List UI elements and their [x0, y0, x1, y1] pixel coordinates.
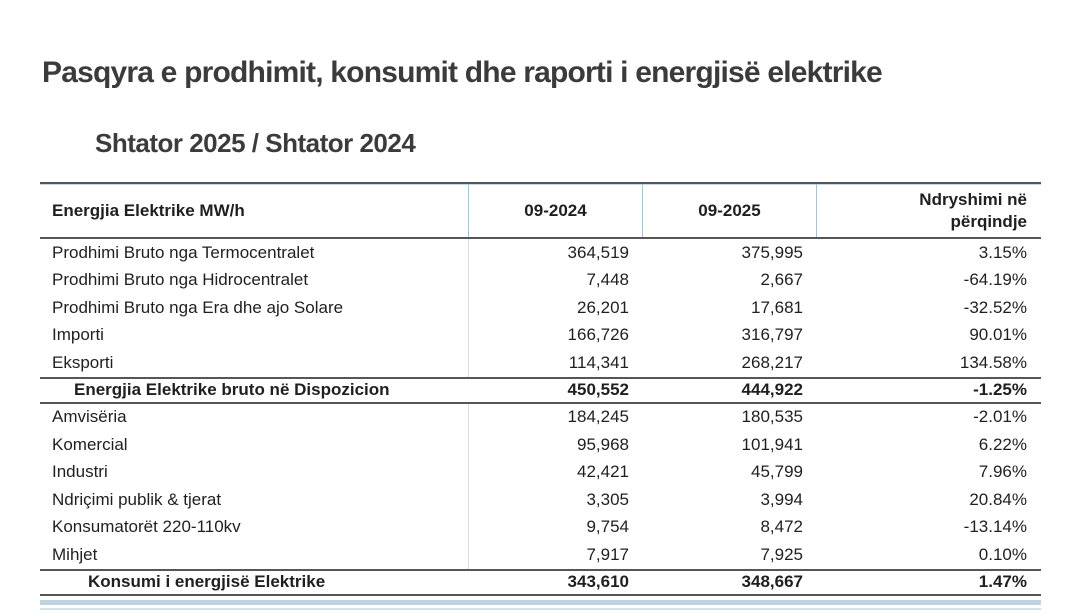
value-2025: 8,472 — [760, 517, 803, 537]
row-label: Prodhimi Bruto nga Hidrocentralet — [40, 266, 469, 294]
value-2025: 2,667 — [760, 270, 803, 290]
table-row: Prodhimi Bruto nga Hidrocentralet 7,448 … — [40, 266, 1041, 294]
summary-label: Energjia Elektrike bruto në Dispozicion — [74, 380, 390, 399]
summary-change-percent: -1.25% — [973, 380, 1027, 399]
row-label: Eksporti — [40, 349, 469, 377]
value-2025: 316,797 — [741, 325, 803, 345]
change-percent: 134.58% — [959, 352, 1027, 372]
summary-value-2024: 450,552 — [567, 380, 629, 399]
column-header-metric: Energjia Elektrike MW/h — [40, 184, 469, 237]
summary-value-2025: 348,667 — [741, 572, 803, 591]
table-row: Komercial 95,968 101,941 6.22% — [40, 431, 1041, 459]
page-subtitle: Shtator 2025 / Shtator 2024 — [95, 128, 416, 158]
value-2025: 7,925 — [760, 544, 803, 564]
column-header-change-text: Ndryshimi në përqindje — [919, 189, 1027, 232]
value-2024: 364,519 — [567, 242, 629, 262]
value-2025: 101,941 — [741, 434, 803, 454]
summary-value-2024: 343,610 — [567, 572, 629, 591]
value-2025: 180,535 — [741, 407, 803, 427]
column-header-change: Ndryshimi në përqindje — [817, 184, 1041, 237]
row-label: Prodhimi Bruto nga Termocentralet — [40, 239, 469, 267]
row-label: Konsumatorët 220-110kv — [40, 513, 469, 541]
table-row: Eksporti 114,341 268,217 134.58% — [40, 349, 1041, 377]
change-percent: 7.96% — [978, 462, 1027, 482]
value-2024: 42,421 — [577, 462, 629, 482]
column-header-2024: 09-2024 — [469, 184, 643, 237]
table-row: Amvisëria 184,245 180,535 -2.01% — [40, 403, 1041, 431]
table-row: Mihjet 7,917 7,925 0.10% — [40, 541, 1041, 569]
row-label: Ndriçimi publik & tjerat — [40, 486, 469, 514]
row-label: Amvisëria — [40, 403, 469, 431]
table-row: Industri 42,421 45,799 7.96% — [40, 458, 1041, 486]
table-bottom-accent-line — [40, 599, 1041, 605]
change-percent: -13.14% — [963, 517, 1027, 537]
row-label: Industri — [40, 458, 469, 486]
summary-value-2025: 444,922 — [741, 380, 803, 399]
value-2024: 114,341 — [568, 352, 629, 372]
table-row: Importi 166,726 316,797 90.01% — [40, 321, 1041, 349]
value-2025: 268,217 — [741, 352, 803, 372]
value-2025: 17,681 — [751, 297, 803, 317]
table-row: Prodhimi Bruto nga Termocentralet 364,51… — [40, 239, 1041, 267]
page-title: Pasqyra e prodhimit, konsumit dhe raport… — [42, 56, 883, 89]
summary-label: Konsumi i energjisë Elektrike — [88, 572, 326, 591]
value-2025: 375,995 — [741, 242, 803, 262]
change-percent: -2.01% — [973, 407, 1027, 427]
change-percent: 6.22% — [978, 434, 1027, 454]
value-2024: 184,245 — [567, 407, 629, 427]
value-2024: 26,201 — [577, 297, 629, 317]
column-header-2025: 09-2025 — [643, 184, 817, 237]
table-bottom-accent-line-2 — [40, 607, 1041, 610]
row-label: Komercial — [40, 431, 469, 459]
change-percent: 0.10% — [978, 544, 1027, 564]
value-2025: 45,799 — [751, 462, 803, 482]
change-percent: 90.01% — [969, 325, 1027, 345]
column-header-change-line1: Ndryshimi në — [919, 190, 1027, 210]
table-row: Ndriçimi publik & tjerat 3,305 3,994 20.… — [40, 486, 1041, 514]
change-percent: 3.15% — [978, 242, 1027, 262]
row-label: Importi — [40, 321, 469, 349]
value-2024: 7,917 — [586, 544, 629, 564]
summary-row-total-consumption: Konsumi i energjisë Elektrike 343,610 34… — [40, 568, 1041, 596]
change-percent: -64.19% — [963, 270, 1027, 290]
value-2024: 166,726 — [567, 325, 629, 345]
value-2024: 95,968 — [577, 434, 629, 454]
change-percent: -32.52% — [963, 297, 1027, 317]
table-header-row: Energjia Elektrike MW/h 09-2024 09-2025 … — [40, 184, 1041, 239]
row-label: Prodhimi Bruto nga Era dhe ajo Solare — [40, 294, 469, 322]
value-2024: 3,305 — [586, 489, 629, 509]
row-label: Mihjet — [40, 541, 469, 569]
value-2024: 9,754 — [586, 517, 629, 537]
change-percent: 20.84% — [969, 489, 1027, 509]
value-2024: 7,448 — [586, 270, 629, 290]
table-row: Prodhimi Bruto nga Era dhe ajo Solare 26… — [40, 294, 1041, 322]
summary-change-percent: 1.47% — [978, 572, 1027, 591]
column-header-change-line2: përqindje — [950, 211, 1027, 231]
table-row: Konsumatorët 220-110kv 9,754 8,472 -13.1… — [40, 513, 1041, 541]
value-2025: 3,994 — [760, 489, 803, 509]
summary-row-gross-disposal: Energjia Elektrike bruto në Dispozicion … — [40, 376, 1041, 404]
energy-table: Energjia Elektrike MW/h 09-2024 09-2025 … — [40, 182, 1041, 610]
